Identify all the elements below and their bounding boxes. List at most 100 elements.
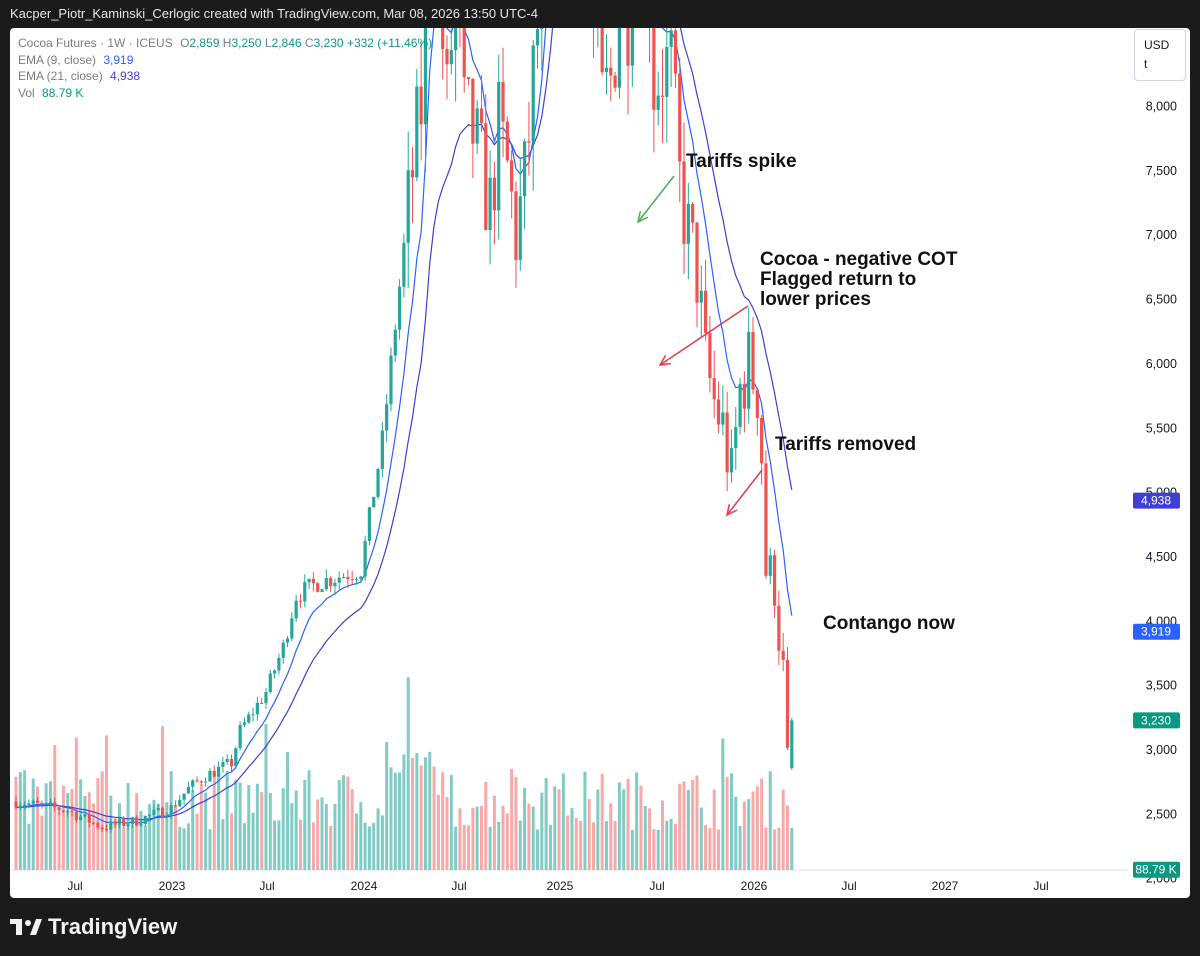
candle-body [665, 46, 669, 97]
candle-body [764, 463, 768, 576]
candle-body [14, 801, 18, 808]
candle-body [199, 781, 203, 783]
volume-bar [83, 795, 87, 870]
volume-bar [669, 818, 673, 870]
candle-body [117, 819, 122, 825]
volume-bar [518, 820, 522, 870]
volume-bar [773, 829, 777, 870]
arrow-tariffs-spike [637, 175, 675, 223]
x-tick-label: 2025 [547, 879, 574, 893]
volume-bar [712, 789, 716, 870]
ema9-row[interactable]: EMA (9, close) 3,919 [18, 52, 432, 69]
volume-bar [768, 771, 772, 870]
volume-bar [747, 799, 751, 870]
candle-body [510, 160, 514, 192]
volume-bar [411, 758, 415, 870]
attribution-header: Kacper_Piotr_Kaminski_Cerlogic created w… [0, 0, 1200, 28]
volume-row[interactable]: Vol 88.79 K [18, 85, 432, 102]
volume-bar [622, 789, 626, 870]
volume-bar [699, 807, 703, 870]
candle-body [61, 810, 66, 812]
candle-body [148, 814, 152, 817]
volume-bar [342, 775, 346, 870]
volume-bar [204, 792, 208, 870]
volume-bar [751, 791, 755, 870]
volume-bar [695, 775, 699, 870]
candle-body [251, 714, 255, 716]
volume-bar [497, 821, 501, 870]
low-value: 2,846 [271, 36, 302, 50]
candle-body [255, 702, 259, 715]
candle-body [445, 49, 449, 65]
volume-bar [14, 776, 18, 870]
volume-bar [656, 829, 660, 870]
candle-body [721, 412, 725, 425]
price-badge [1133, 712, 1180, 729]
volume-bar [479, 806, 483, 870]
candle-body [686, 203, 690, 244]
candle-body [772, 555, 777, 606]
candle-body [505, 121, 509, 161]
candle-body [760, 417, 764, 464]
candle-body [341, 577, 346, 579]
y-tick-label: 6,500 [1146, 293, 1177, 307]
volume-bar [635, 772, 639, 870]
volume-bar [92, 803, 96, 870]
candle-body [419, 86, 423, 125]
candle-body [354, 578, 359, 580]
candle-body [669, 30, 673, 47]
volume-bar [316, 799, 320, 870]
volume-bar [458, 808, 462, 870]
volume-bar [536, 829, 540, 870]
candle-body [173, 805, 178, 807]
candle-body [527, 141, 531, 143]
candle-body [734, 426, 738, 449]
volume-bar [255, 783, 259, 870]
volume-bar [230, 813, 233, 870]
volume-bar [673, 823, 677, 870]
candle-body [367, 507, 372, 541]
candle-body [363, 540, 367, 577]
volume-bar [264, 724, 268, 870]
candle-body [712, 378, 716, 400]
ema21-line [15, 28, 793, 821]
volume-bar [514, 776, 518, 870]
y-tick-label: 3,500 [1146, 679, 1177, 693]
volume-bar [587, 799, 591, 870]
volume-bar [208, 829, 212, 870]
x-tick-label: 2027 [932, 879, 959, 893]
volume-bar [419, 765, 423, 870]
arrow-tariffs-removed [726, 469, 763, 516]
volume-bar [178, 826, 182, 870]
candle-body [225, 758, 229, 763]
volume-bar [87, 792, 91, 870]
volume-bar [592, 822, 596, 870]
price-chart[interactable]: Jul2023Jul2024Jul2025Jul2026Jul2027Jul13… [10, 28, 1190, 898]
currency-unit-button[interactable]: USD t [1134, 29, 1186, 81]
y-tick-label: 5,500 [1146, 421, 1177, 435]
candle-body [725, 412, 729, 473]
volume-bar [661, 800, 664, 870]
candle-body [113, 821, 117, 825]
volume-bar [609, 803, 613, 870]
price-badge [1133, 492, 1180, 509]
volume-bar [617, 782, 621, 870]
candle-body [673, 30, 678, 74]
volume-bar [333, 803, 337, 870]
candle-body [290, 618, 294, 639]
volume-bar [501, 805, 505, 870]
candle-body [471, 79, 475, 144]
x-tick-label: 2023 [159, 879, 186, 893]
tradingview-logo[interactable]: TradingView [10, 914, 177, 940]
candle-body [484, 123, 488, 231]
chart-frame[interactable]: Jul2023Jul2024Jul2025Jul2026Jul2027Jul13… [10, 28, 1190, 898]
y-tick-label: 7,500 [1146, 164, 1177, 178]
volume-bar [79, 779, 83, 870]
x-tick-label: 2024 [351, 879, 378, 893]
volume-bar [505, 813, 509, 870]
ema21-row[interactable]: EMA (21, close) 4,938 [18, 68, 432, 85]
candle-body [238, 725, 242, 749]
candle-body [423, 28, 428, 125]
volume-bar [70, 789, 74, 870]
candle-body [380, 430, 384, 469]
